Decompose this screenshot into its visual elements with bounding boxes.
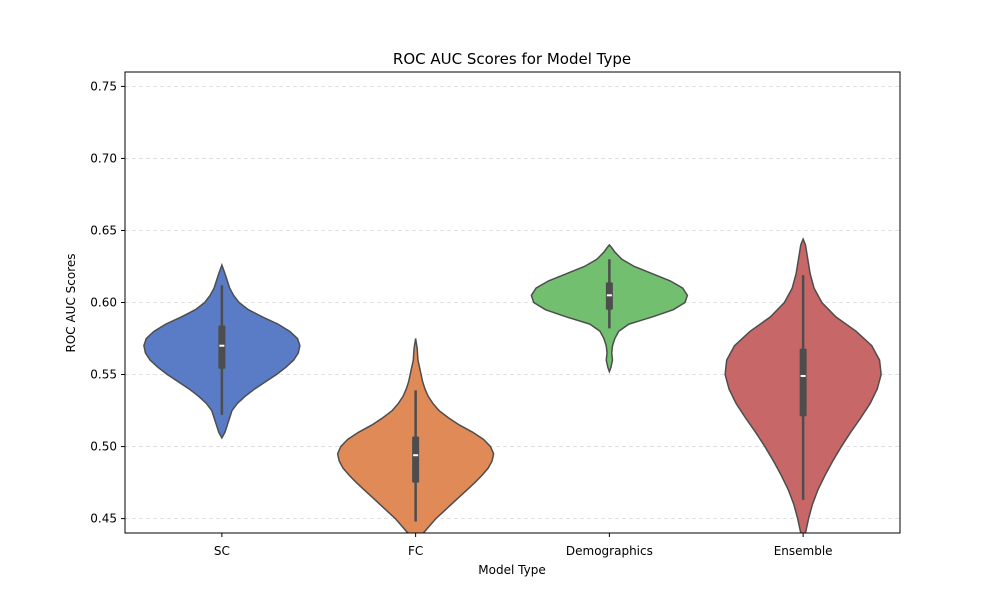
y-tick-label: 0.65 <box>90 223 117 237</box>
y-tick-label: 0.75 <box>90 79 117 93</box>
violin-iqr-box <box>799 348 807 417</box>
x-axis-ticks: SC FC Demographics Ensemble <box>214 533 833 558</box>
y-axis-label: ROC AUC Scores <box>64 253 78 352</box>
x-tick-label: FC <box>408 544 423 558</box>
y-axis-ticks: 0.45 0.50 0.55 0.60 0.65 0.70 0.75 <box>90 79 125 526</box>
violin-iqr-box <box>218 325 226 369</box>
y-tick-label: 0.60 <box>90 296 117 310</box>
y-tick-label: 0.70 <box>90 151 117 165</box>
violin-ensemble <box>724 237 882 533</box>
violin-demographics <box>530 243 689 374</box>
violin-fc <box>336 338 495 533</box>
violins <box>143 237 882 533</box>
y-tick-label: 0.45 <box>90 512 117 526</box>
x-axis-label: Model Type <box>478 563 545 577</box>
y-tick-label: 0.55 <box>90 368 117 382</box>
chart-title: ROC AUC Scores for Model Type <box>393 50 631 68</box>
x-tick-label: SC <box>214 544 230 558</box>
x-tick-label: Demographics <box>566 544 653 558</box>
x-tick-label: Ensemble <box>774 544 833 558</box>
y-tick-label: 0.50 <box>90 440 117 454</box>
violin-iqr-box <box>412 436 420 483</box>
violin-sc <box>143 262 301 440</box>
